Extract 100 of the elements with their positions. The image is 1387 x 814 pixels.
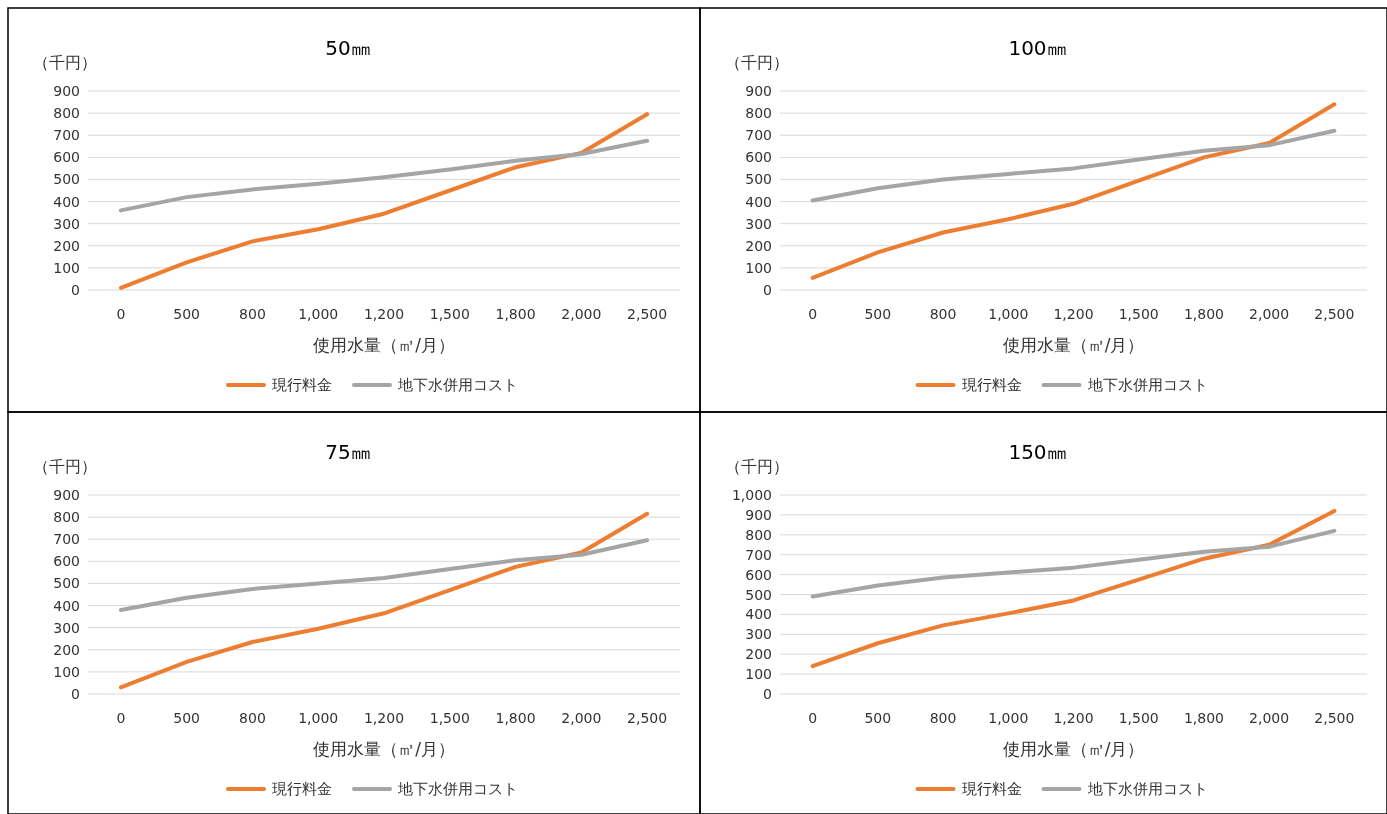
y-tick-label: 300	[745, 626, 772, 643]
x-tick-label: 1,800	[495, 306, 536, 322]
x-tick-label: 1,000	[298, 710, 339, 726]
line-series	[810, 128, 1337, 203]
chart-title: 150㎜	[1008, 440, 1067, 464]
x-tick-label: 1,800	[495, 710, 536, 726]
x-axis-title: 使用水量（㎥/月）	[1002, 335, 1145, 355]
y-tick-label: 300	[53, 619, 80, 636]
y-tick-label: 200	[745, 237, 772, 254]
x-tick-label: 500	[864, 306, 892, 322]
x-axis-title: 使用水量（㎥/月）	[1002, 739, 1145, 759]
x-tick-label: 0	[116, 710, 126, 726]
y-tick-label: 900	[745, 83, 772, 99]
y-tick-label: 800	[745, 526, 772, 543]
y-tick-label: 200	[745, 646, 772, 663]
line-series	[118, 511, 650, 690]
y-tick-label: 800	[745, 105, 772, 122]
x-tick-label: 1,800	[1183, 710, 1224, 726]
line-series	[810, 508, 1337, 669]
chart-title: 100㎜	[1008, 36, 1067, 60]
y-tick-label: 0	[763, 686, 772, 702]
x-tick-label: 2,000	[561, 306, 602, 322]
x-tick-label: 1,800	[1183, 306, 1224, 322]
legend-label: 地下水併用コスト	[397, 780, 518, 798]
x-tick-label: 2,500	[627, 306, 668, 322]
x-axis-title: 使用水量（㎥/月）	[313, 335, 455, 355]
y-tick-label: 0	[763, 282, 772, 298]
y-tick-label: 600	[745, 149, 772, 166]
chart-title: 75㎜	[325, 440, 371, 464]
x-tick-label: 2,500	[1314, 710, 1355, 726]
x-tick-label: 0	[808, 306, 818, 322]
y-tick-label: 600	[53, 149, 80, 166]
legend-label: 地下水併用コスト	[1086, 376, 1208, 394]
y-tick-label: 1,000	[731, 487, 772, 503]
legend-label: 地下水併用コスト	[1086, 780, 1208, 798]
x-tick-label: 800	[929, 710, 957, 726]
x-tick-label: 1,000	[988, 306, 1029, 322]
x-tick-label: 1,500	[429, 306, 470, 322]
x-tick-label: 1,200	[1053, 306, 1094, 322]
y-tick-label: 400	[53, 193, 80, 210]
legend-label: 現行料金	[961, 780, 1022, 798]
y-axis-title: （千円）	[33, 457, 97, 476]
legend-label: 現行料金	[961, 376, 1022, 394]
x-tick-label: 2,000	[1249, 306, 1290, 322]
x-tick-label: 1,000	[298, 306, 339, 322]
legend-label: 現行料金	[272, 780, 332, 798]
y-tick-label: 600	[53, 553, 80, 570]
x-tick-label: 2,000	[1249, 710, 1290, 726]
x-tick-label: 2,500	[627, 710, 668, 726]
y-tick-label: 400	[745, 606, 772, 623]
y-tick-label: 0	[71, 686, 80, 702]
y-axis-title: （千円）	[725, 53, 789, 72]
y-tick-label: 300	[745, 215, 772, 232]
y-tick-label: 400	[53, 597, 80, 614]
y-axis-title: （千円）	[725, 457, 789, 476]
x-tick-label: 800	[929, 306, 957, 322]
line-series	[118, 138, 650, 213]
y-tick-label: 700	[745, 546, 772, 563]
x-tick-label: 500	[173, 306, 201, 322]
y-tick-label: 800	[53, 105, 80, 122]
chart-title: 50㎜	[325, 36, 371, 60]
x-tick-label: 0	[116, 306, 126, 322]
x-tick-label: 1,000	[988, 710, 1029, 726]
y-tick-label: 200	[53, 641, 80, 658]
y-tick-label: 600	[745, 566, 772, 583]
x-tick-label: 1,500	[429, 710, 470, 726]
y-tick-label: 200	[53, 237, 80, 254]
x-tick-label: 2,500	[1314, 306, 1355, 322]
y-tick-label: 900	[53, 487, 80, 503]
x-tick-label: 800	[239, 306, 266, 322]
x-tick-label: 1,200	[1053, 710, 1094, 726]
line-series	[118, 538, 650, 612]
x-tick-label: 800	[239, 710, 266, 726]
y-tick-label: 0	[71, 282, 80, 298]
line-series	[118, 112, 650, 290]
y-tick-label: 100	[53, 259, 80, 276]
y-tick-label: 500	[53, 171, 80, 188]
y-tick-label: 800	[53, 509, 80, 526]
y-tick-label: 100	[745, 259, 772, 276]
y-tick-label: 300	[53, 215, 80, 232]
x-tick-label: 500	[173, 710, 201, 726]
x-tick-label: 0	[808, 710, 818, 726]
x-axis-title: 使用水量（㎥/月）	[313, 739, 455, 759]
y-tick-label: 500	[53, 575, 80, 592]
x-tick-label: 500	[864, 710, 892, 726]
y-tick-label: 700	[53, 531, 80, 548]
legend-label: 地下水併用コスト	[397, 376, 518, 394]
y-tick-label: 100	[745, 666, 772, 683]
line-series	[810, 528, 1337, 599]
x-tick-label: 1,500	[1118, 306, 1159, 322]
y-tick-label: 500	[745, 171, 772, 188]
y-tick-label: 900	[745, 506, 772, 523]
line-series	[810, 102, 1337, 280]
legend-label: 現行料金	[272, 376, 332, 394]
y-tick-label: 400	[745, 193, 772, 210]
y-tick-label: 700	[745, 127, 772, 144]
y-tick-label: 900	[53, 83, 80, 99]
x-tick-label: 1,200	[363, 306, 405, 322]
y-tick-label: 700	[53, 127, 80, 144]
x-tick-label: 2,000	[561, 710, 602, 726]
